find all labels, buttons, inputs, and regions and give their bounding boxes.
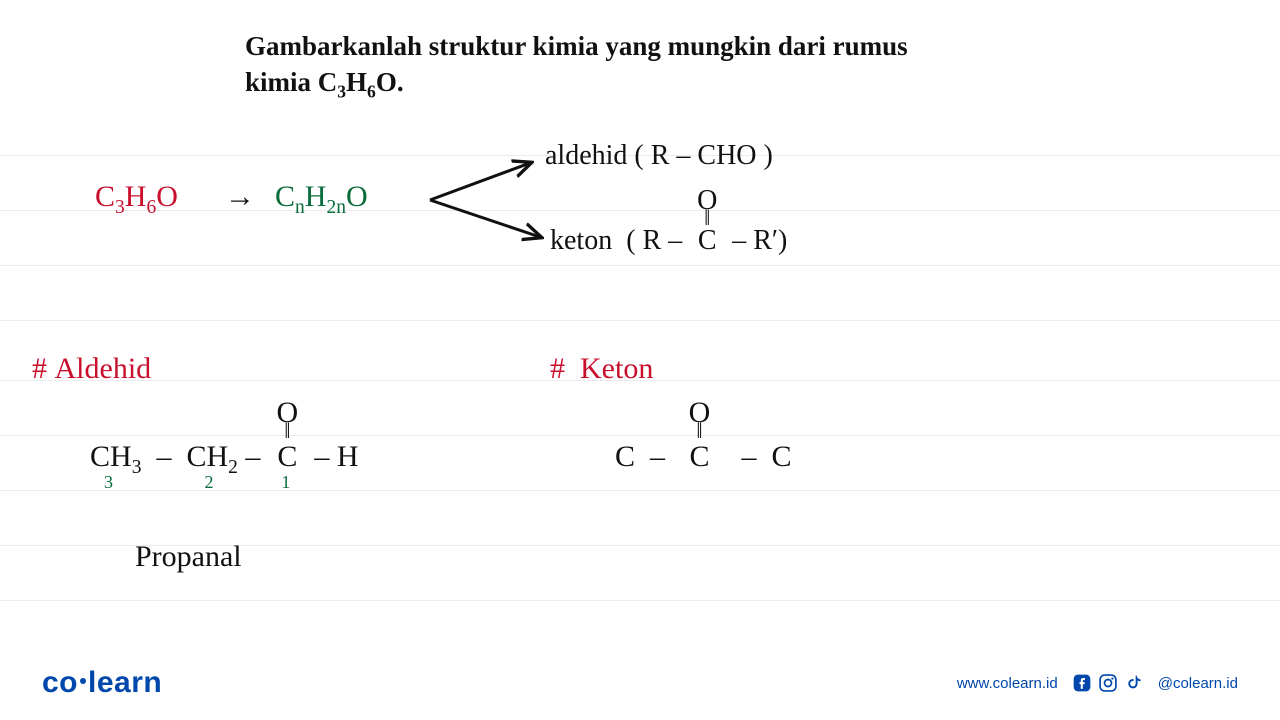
- structure-aldehid: CH3 3 – CH2 2 – O ‖ C 1 – H: [90, 440, 359, 479]
- social-icons: [1072, 673, 1144, 693]
- branch-label-aldehid: aldehid ( R – CHO ): [545, 140, 773, 172]
- carbon-number-2: 2: [204, 472, 213, 493]
- instagram-icon: [1098, 673, 1118, 693]
- structure-keton: C – O ‖ C – C: [615, 440, 792, 474]
- footer-handle: @colearn.id: [1158, 675, 1238, 692]
- carbon-number-3: 3: [104, 472, 113, 493]
- brand-logo: colearn: [42, 666, 162, 700]
- footer-url: www.colearn.id: [957, 675, 1058, 692]
- branch-label-keton: keton ( R – O ‖ C – R′): [550, 225, 787, 257]
- aldehid-name: Propanal: [135, 540, 242, 574]
- tiktok-icon: [1124, 673, 1144, 693]
- section-heading-aldehid: # Aldehid: [32, 352, 151, 386]
- carbon-number-1: 1: [281, 472, 290, 493]
- facebook-icon: [1072, 673, 1092, 693]
- footer: colearn www.colearn.id @colearn.id: [0, 666, 1280, 700]
- section-heading-keton: # Keton: [550, 352, 653, 386]
